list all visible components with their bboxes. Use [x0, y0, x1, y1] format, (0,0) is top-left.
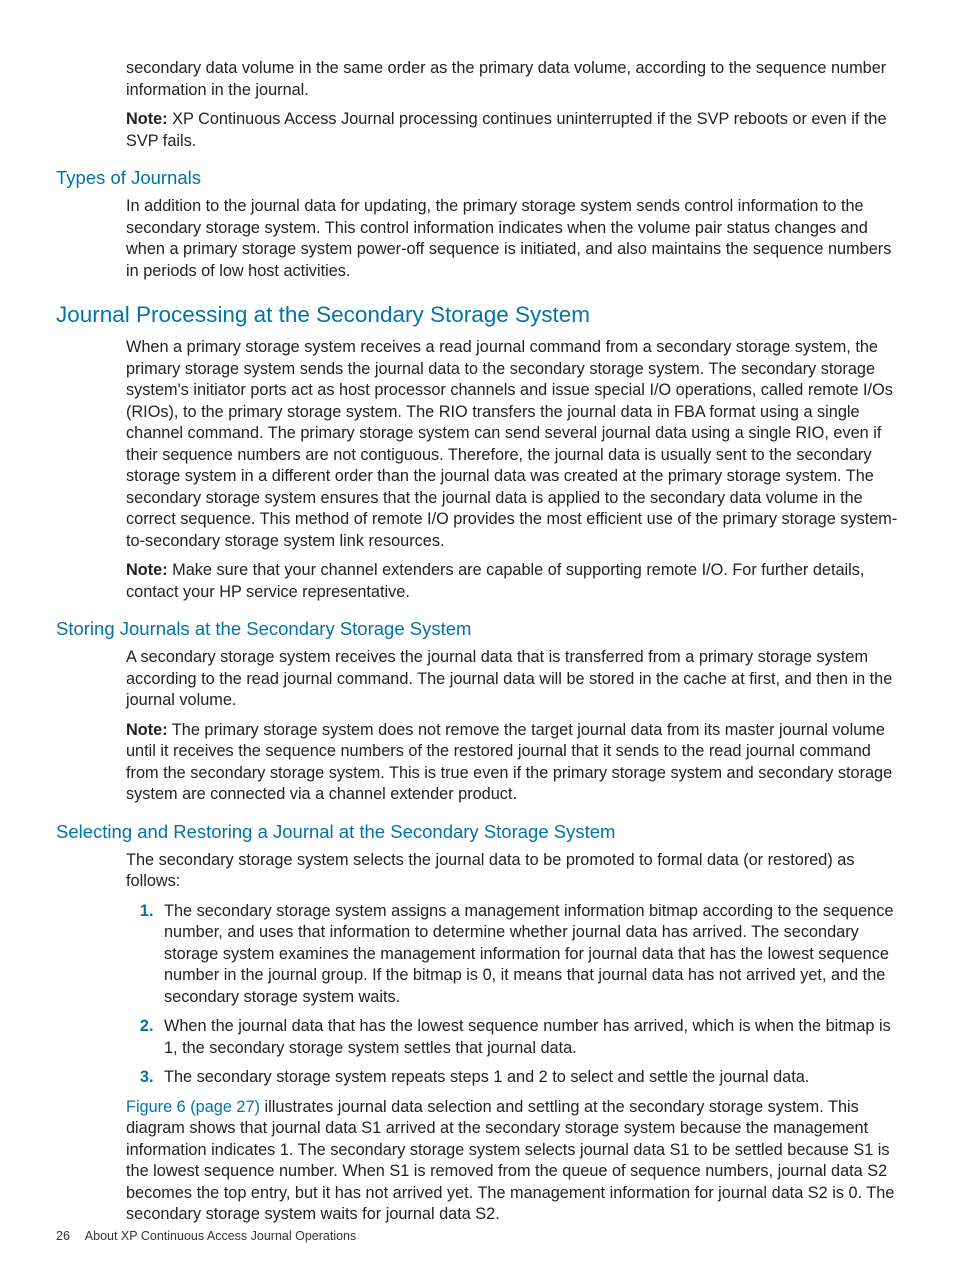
list-item: The secondary storage system repeats ste… — [158, 1067, 898, 1089]
note-text: The primary storage system does not remo… — [126, 721, 892, 804]
note-text: XP Continuous Access Journal processing … — [126, 110, 887, 150]
continuation-paragraph: secondary data volume in the same order … — [126, 58, 898, 101]
note-label: Note: — [126, 110, 168, 128]
figure-reference-link[interactable]: Figure 6 (page 27) — [126, 1098, 260, 1116]
heading-journal-processing-secondary: Journal Processing at the Secondary Stor… — [56, 300, 898, 329]
heading-selecting-restoring: Selecting and Restoring a Journal at the… — [56, 820, 898, 844]
types-of-journals-paragraph: In addition to the journal data for upda… — [126, 196, 898, 282]
page-number: 26 — [56, 1229, 82, 1243]
page-footer: 26 About XP Continuous Access Journal Op… — [56, 1229, 356, 1243]
closing-paragraph: Figure 6 (page 27) illustrates journal d… — [126, 1097, 898, 1226]
journal-processing-paragraph: When a primary storage system receives a… — [126, 337, 898, 552]
chapter-title: About XP Continuous Access Journal Opera… — [85, 1229, 356, 1243]
storing-journals-paragraph: A secondary storage system receives the … — [126, 647, 898, 712]
document-page: secondary data volume in the same order … — [0, 0, 954, 1271]
list-item: The secondary storage system assigns a m… — [158, 901, 898, 1009]
heading-storing-journals: Storing Journals at the Secondary Storag… — [56, 617, 898, 641]
note-paragraph: Note: XP Continuous Access Journal proce… — [126, 109, 898, 152]
note-label: Note: — [126, 721, 168, 739]
selecting-lead-paragraph: The secondary storage system selects the… — [126, 850, 898, 893]
note-paragraph: Note: The primary storage system does no… — [126, 720, 898, 806]
note-label: Note: — [126, 561, 168, 579]
closing-text: illustrates journal data selection and s… — [126, 1098, 894, 1224]
steps-list: The secondary storage system assigns a m… — [126, 901, 898, 1089]
note-paragraph: Note: Make sure that your channel extend… — [126, 560, 898, 603]
list-item: When the journal data that has the lowes… — [158, 1016, 898, 1059]
note-text: Make sure that your channel extenders ar… — [126, 561, 864, 601]
heading-types-of-journals: Types of Journals — [56, 166, 898, 190]
